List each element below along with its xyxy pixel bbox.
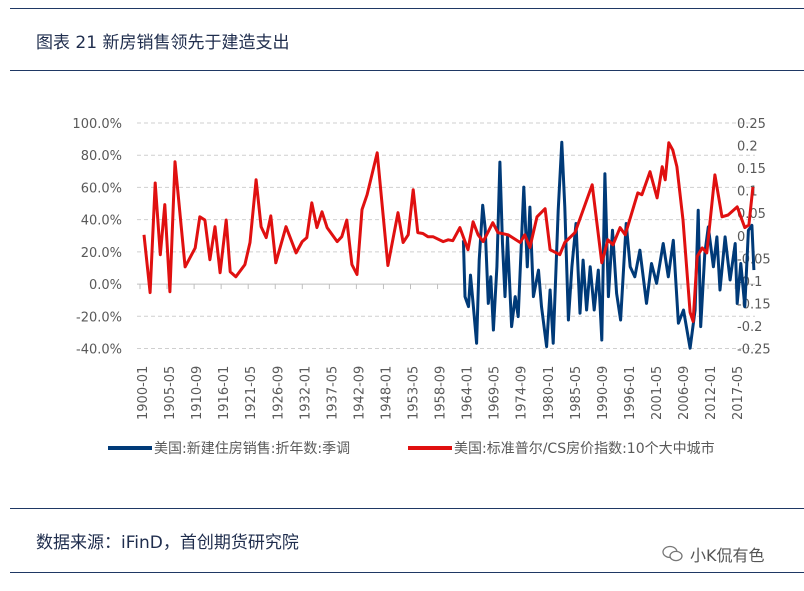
y-right-tick-label: -0.15: [737, 297, 771, 312]
x-tick-label: 1958-09: [434, 366, 449, 420]
y-left-tick-label: 40.0%: [81, 214, 122, 229]
watermark-text: 小K侃有色: [690, 546, 765, 565]
legend-swatch: [408, 446, 452, 450]
x-tick-label: 1910-09: [190, 366, 205, 420]
y-right-tick-label: 0: [737, 230, 745, 245]
source-note: 数据来源：iFinD，首创期货研究院: [36, 533, 299, 553]
x-tick-label: 1969-05: [488, 366, 503, 420]
wechat-icon: [662, 545, 683, 562]
y-left-tick-label: -20.0%: [76, 310, 122, 325]
y-right-tick-label: 0.15: [737, 162, 766, 177]
x-tick-label: 1926-09: [271, 366, 286, 420]
x-tick-label: 2001-05: [650, 366, 665, 420]
top-rule: [10, 8, 804, 9]
source-rule-bottom: [10, 572, 804, 573]
y-left-tick-label: 100.0%: [72, 117, 122, 132]
x-tick-label: 1996-01: [623, 366, 638, 420]
chart: 100.0% 80.0% 60.0% 40.0% 20.0% 0.0% -20.0% -40.…: [72, 117, 771, 420]
x-tick-label: 1980-01: [542, 366, 557, 420]
series-line-cs-index: [142, 141, 755, 323]
y-right-tick-label: 0.25: [737, 117, 766, 132]
x-tick-label: 1974-09: [515, 366, 530, 420]
x-tick-label: 1964-01: [461, 366, 476, 420]
series-line-new-home-sales: [461, 140, 756, 350]
x-axis: 1900-01 1905-05 1910-09 1916-01 1921-05 1926-…: [136, 366, 746, 420]
x-tick-label: 1942-09: [352, 366, 367, 420]
y-right-tick-label: -0.25: [737, 343, 771, 358]
x-tick-label: 1916-01: [217, 366, 232, 420]
y-axis-left: 100.0% 80.0% 60.0% 40.0% 20.0% 0.0% -20.0% -40.…: [72, 117, 122, 358]
x-tick-label: 2006-09: [677, 366, 692, 420]
y-left-tick-label: 80.0%: [81, 149, 122, 164]
title-rule: [10, 70, 804, 71]
y-left-tick-label: 60.0%: [81, 181, 122, 196]
x-tick-label: 1905-05: [163, 366, 178, 420]
x-tick-label: 1932-01: [298, 366, 313, 420]
legend-swatch: [108, 446, 152, 450]
y-left-tick-label: -40.0%: [76, 343, 122, 358]
x-tick-label: 1937-05: [325, 366, 340, 420]
x-tick-label: 2017-05: [731, 366, 746, 420]
legend-item-cs-index: 美国:标准普尔/CS房价指数:10个大中城市: [408, 438, 715, 458]
y-left-tick-label: 20.0%: [81, 246, 122, 261]
source-rule-top: [10, 508, 804, 509]
x-tick-label: 1990-09: [596, 366, 611, 420]
x-tick-label: 1948-01: [379, 366, 394, 420]
legend-item-new-home-sales: 美国:新建住房销售:折年数:季调: [108, 438, 350, 458]
y-right-tick-label: 0.2: [737, 140, 758, 155]
y-right-tick-label: -0.2: [737, 320, 762, 335]
x-tick-label: 1953-05: [407, 366, 422, 420]
x-tick-label: 2012-01: [704, 366, 719, 420]
x-tick-label: 1921-05: [244, 366, 259, 420]
y-right-tick-label: 0.1: [737, 185, 758, 200]
grid: [137, 122, 755, 349]
series-lines: [142, 140, 756, 350]
figure-title: 图表 21 新房销售领先于建造支出: [36, 33, 290, 53]
watermark: 小K侃有色: [662, 542, 765, 566]
legend-label: 美国:标准普尔/CS房价指数:10个大中城市: [454, 441, 715, 457]
x-tick-label: 1900-01: [136, 366, 151, 420]
legend-label: 美国:新建住房销售:折年数:季调: [154, 441, 351, 457]
y-left-tick-label: 0.0%: [89, 278, 122, 293]
x-tick-label: 1985-05: [569, 366, 584, 420]
